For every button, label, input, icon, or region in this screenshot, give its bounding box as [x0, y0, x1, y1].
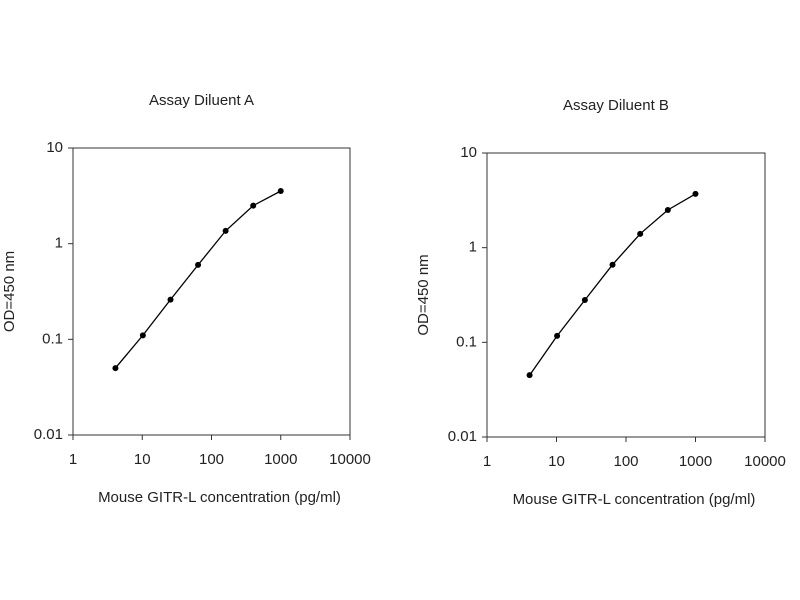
data-point — [637, 230, 644, 237]
x-axis-label: Mouse GITR-L concentration (pg/ml) — [98, 489, 341, 506]
chart-title: Assay Diluent A — [149, 92, 254, 109]
data-line — [114, 190, 282, 369]
chart: Assay Diluent B Mouse GITR-L concentratio… — [415, 97, 786, 508]
y-tick-label: 0.1 — [456, 333, 477, 350]
y-axis-label: OD=450 nm — [415, 254, 432, 335]
plot-frame — [72, 147, 351, 436]
data-point — [664, 206, 671, 213]
plot-frame — [486, 152, 766, 438]
chart-title: Assay Diluent B — [563, 97, 669, 114]
y-tick-label: 10 — [46, 139, 63, 156]
y-tick-label: 0.1 — [42, 330, 63, 347]
data-point — [554, 332, 561, 339]
data-point — [581, 297, 588, 304]
data-point — [250, 202, 257, 209]
y-tick-label: 0.01 — [34, 426, 63, 443]
x-tick-label: 1 — [483, 453, 491, 470]
x-tick-label: 10 — [548, 453, 565, 470]
data-point — [609, 261, 616, 268]
y-axis-label: OD=450 nm — [1, 251, 18, 332]
y-tick-label: 0.01 — [448, 428, 477, 445]
x-tick-label: 10000 — [744, 453, 786, 470]
x-tick-label: 1000 — [264, 451, 297, 468]
y-tick-label: 10 — [460, 144, 477, 161]
x-tick-label: 100 — [613, 453, 638, 470]
data-point — [139, 332, 146, 339]
x-tick-label: 10000 — [329, 451, 371, 468]
y-tick-label: 1 — [469, 239, 477, 256]
data-point — [222, 227, 229, 234]
data-point — [167, 296, 174, 303]
y-tick-label: 1 — [55, 235, 63, 252]
data-point — [112, 365, 119, 372]
chart: Assay Diluent A Mouse GITR-L concentratio… — [1, 92, 371, 506]
x-tick-label: 100 — [199, 451, 224, 468]
data-line — [529, 193, 696, 376]
data-point — [526, 372, 533, 379]
x-tick-label: 10 — [134, 451, 151, 468]
x-tick-label: 1000 — [679, 453, 712, 470]
x-tick-label: 1 — [69, 451, 77, 468]
data-point — [692, 190, 699, 197]
data-point — [277, 188, 284, 195]
x-axis-label: Mouse GITR-L concentration (pg/ml) — [513, 491, 756, 508]
data-point — [195, 261, 202, 268]
